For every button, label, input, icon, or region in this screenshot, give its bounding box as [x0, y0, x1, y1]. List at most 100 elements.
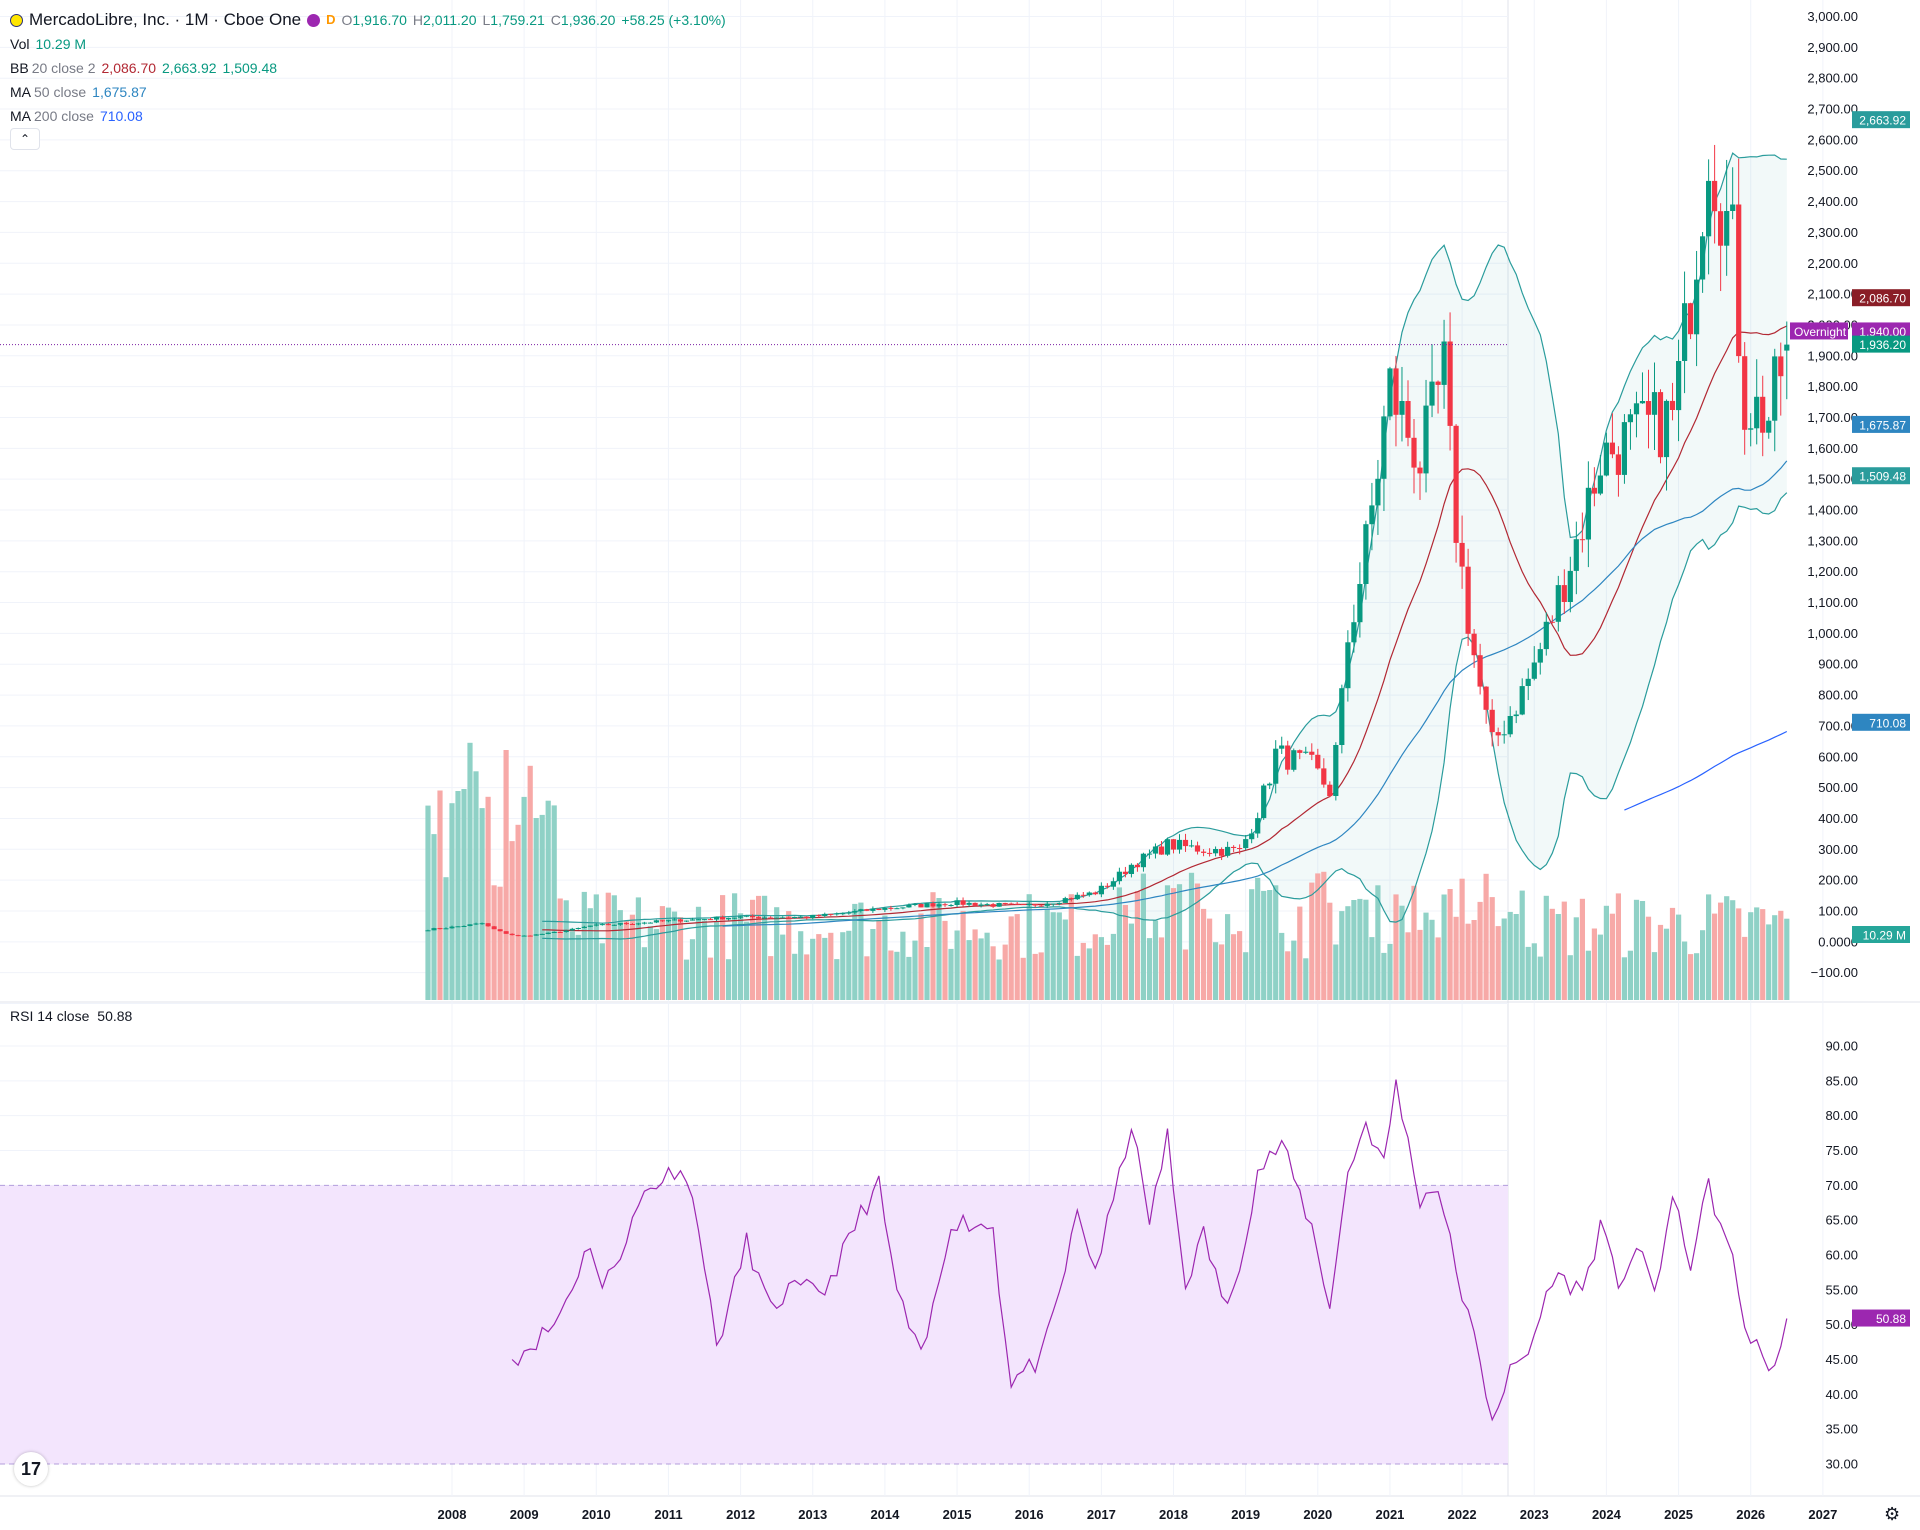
legend-bb-row[interactable]: BB 20 close 2 2,086.70 2,663.92 1,509.48 — [10, 56, 726, 80]
volume-bar — [858, 902, 864, 1000]
legend-vol-row[interactable]: Vol 10.29 M — [10, 32, 726, 56]
volume-bar — [641, 947, 647, 1000]
volume-bar — [1561, 901, 1567, 1000]
candle-body — [858, 909, 864, 911]
candle-body — [1225, 846, 1231, 856]
vol-tag: 10.29 M — [1863, 929, 1906, 943]
ohlc-o-label: O — [341, 12, 353, 28]
volume-bar — [1351, 900, 1357, 1000]
price-axis-label: 600.00 — [1818, 749, 1858, 764]
volume-bar — [804, 954, 810, 1000]
candle-body — [527, 935, 533, 937]
volume-bar — [1784, 918, 1790, 1000]
volume-bar — [1682, 941, 1688, 1000]
legend-ma50-row[interactable]: MA 50 close 1,675.87 — [10, 80, 726, 104]
candle-body — [1525, 678, 1531, 686]
candle-body — [461, 926, 467, 927]
candle-body — [557, 932, 563, 933]
candle-body — [1555, 585, 1561, 622]
candle-body — [1297, 750, 1303, 753]
volume-bar — [1465, 923, 1471, 1000]
rsi-legend[interactable]: RSI 14 close 50.88 — [10, 1008, 132, 1024]
candle-body — [906, 904, 912, 908]
overnight-tag-bg — [1852, 322, 1910, 340]
volume-bar — [936, 898, 942, 1000]
candle-body — [1393, 368, 1399, 415]
volume-bar — [1772, 915, 1778, 1000]
candle-body — [1201, 851, 1207, 853]
candle-body — [545, 932, 551, 934]
rsi-axis-label: 60.00 — [1825, 1248, 1858, 1263]
volume-bar — [1399, 905, 1405, 1000]
candle-body — [653, 920, 659, 923]
volume-bar — [768, 956, 774, 1000]
candle-body — [1405, 401, 1411, 438]
candle-body — [1273, 748, 1279, 784]
price-axis-label: 0.0000 — [1818, 934, 1858, 949]
price-axis-label: 1,800.00 — [1807, 379, 1858, 394]
price-axis-label: 400.00 — [1818, 811, 1858, 826]
candle-body — [864, 909, 870, 911]
candle-body — [1291, 750, 1297, 770]
volume-bar — [1603, 905, 1609, 1000]
candle-body — [1237, 848, 1243, 849]
volume-bar — [521, 796, 527, 1000]
candle-body — [1766, 420, 1772, 433]
candles — [425, 144, 1790, 937]
volume-bar — [1477, 901, 1483, 1000]
bb-basis-line — [542, 325, 1788, 932]
candle-body — [1020, 904, 1026, 906]
candle-body — [978, 904, 984, 906]
tradingview-logo-icon[interactable]: 17 — [14, 1452, 48, 1486]
volume-bar — [509, 841, 515, 1000]
price-axis-label: 3,000.00 — [1807, 9, 1858, 24]
candle-body — [605, 924, 611, 926]
rsi-axis-label: 85.00 — [1825, 1073, 1858, 1088]
volume-bar — [720, 895, 726, 1000]
candle-body — [509, 933, 515, 936]
legend-collapse-button[interactable]: ⌃ — [10, 128, 40, 150]
symbol-title[interactable]: MercadoLibre, Inc. · 1M · Cboe One — [29, 10, 302, 29]
candle-body — [912, 904, 918, 905]
candle-body — [623, 923, 629, 925]
candle-body — [1315, 754, 1321, 769]
volume-bar — [671, 911, 678, 1000]
candle-body — [1579, 539, 1585, 541]
volume-bar — [1700, 930, 1706, 1000]
volume-bar — [798, 931, 804, 1000]
rsi-axis-label: 65.00 — [1825, 1213, 1858, 1228]
candle-body — [1453, 425, 1459, 543]
volume-bar — [1441, 894, 1447, 1000]
candle-body — [810, 915, 816, 919]
candle-body — [1128, 864, 1134, 874]
candle-body — [816, 915, 822, 917]
price-axis-label: 2,400.00 — [1807, 194, 1858, 209]
candle-body — [695, 919, 702, 921]
volume-bar — [1243, 952, 1249, 1000]
volume-bar — [1140, 873, 1146, 1000]
volume-bar — [870, 929, 876, 1000]
candle-body — [1459, 542, 1465, 567]
volume-bar — [1387, 943, 1393, 1000]
volume-bar — [491, 885, 497, 1000]
bb-params: 20 close 2 — [31, 60, 96, 76]
candle-body — [1489, 709, 1495, 733]
candle-body — [467, 924, 473, 926]
volume-bar — [629, 914, 635, 1000]
candle-body — [1573, 539, 1579, 571]
volume-bar — [1651, 952, 1658, 1000]
legend-ma200-row[interactable]: MA 200 close 710.08 — [10, 104, 726, 128]
candle-body — [834, 913, 840, 915]
candle-body — [1718, 211, 1724, 246]
price-axis-label: 100.00 — [1818, 903, 1858, 918]
volume-bar — [1567, 955, 1573, 1000]
time-axis-label: 2012 — [726, 1507, 755, 1522]
candle-body — [1140, 853, 1146, 868]
gear-icon[interactable]: ⚙ — [1884, 1504, 1901, 1524]
delayed-data-icon[interactable]: D — [326, 12, 336, 27]
moon-icon[interactable] — [307, 13, 321, 27]
volume-bar — [1657, 924, 1664, 1000]
candle-body — [1676, 361, 1682, 411]
candle-body — [1255, 818, 1261, 834]
